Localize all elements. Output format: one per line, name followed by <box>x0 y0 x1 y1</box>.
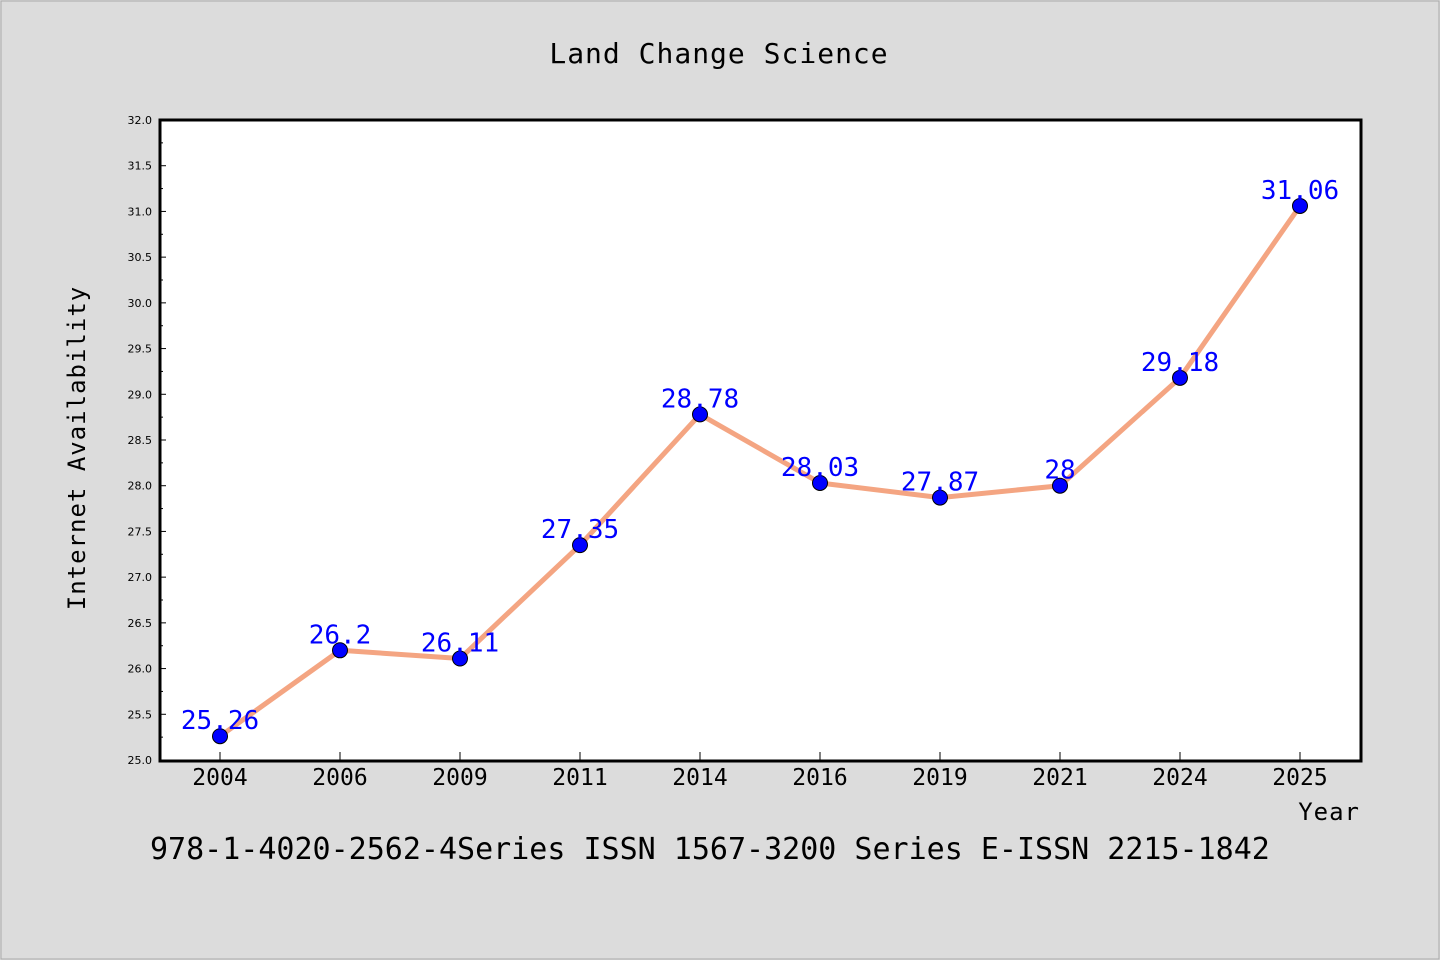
data-point <box>812 474 828 491</box>
y-tick-label: 28.0 <box>128 480 153 493</box>
data-labels: 25.26 26.2 26.11 27.35 28.78 28.03 27.87 28 29.1… <box>181 176 1339 736</box>
x-tick-label: 2004 <box>192 765 247 791</box>
y-tick-label: 30.0 <box>128 297 153 310</box>
data-label: 31.06 <box>1261 176 1339 206</box>
data-label: 29.18 <box>1141 348 1219 378</box>
caption-text: 978-1-4020-2562-4Series ISSN 1567-3200 S… <box>150 832 1270 867</box>
data-label: 26.2 <box>309 620 372 650</box>
data-label: 28.03 <box>781 453 859 483</box>
x-tick-label: 2024 <box>1152 765 1207 791</box>
data-point <box>1052 477 1068 494</box>
data-point <box>692 406 708 423</box>
data-point <box>332 642 348 659</box>
data-point <box>452 650 468 667</box>
y-tick-label: 31.5 <box>128 160 153 173</box>
y-tick-label: 27.0 <box>128 571 153 584</box>
y-tick-label: 32.0 <box>128 114 153 127</box>
y-tick-label: 26.5 <box>128 617 153 630</box>
chart-title: Land Change Science <box>549 37 888 70</box>
y-tick-label: 31.0 <box>128 205 153 218</box>
series-line <box>217 203 1303 739</box>
plot-frame <box>158 118 1363 763</box>
data-label: 26.11 <box>421 629 499 659</box>
data-markers <box>212 197 1308 745</box>
x-tick-label: 2006 <box>312 765 367 791</box>
x-tick-label: 2014 <box>672 765 727 791</box>
y-tick-label: 27.5 <box>128 525 153 538</box>
x-tick-label: 2016 <box>792 765 847 791</box>
series-line-group <box>217 203 1303 739</box>
x-tick-label: 2019 <box>912 765 967 791</box>
data-point <box>572 537 588 554</box>
y-axis-label: Internet Availability <box>63 286 91 610</box>
plot-area <box>160 120 1361 761</box>
y-tick-label: 25.0 <box>128 754 153 767</box>
y-tick-label: 29.0 <box>128 388 153 401</box>
y-tick-label: 28.5 <box>128 434 153 447</box>
data-label: 28.78 <box>661 384 739 414</box>
data-label: 25.26 <box>181 706 259 736</box>
y-tick-label: 25.5 <box>128 708 153 721</box>
data-label: 27.87 <box>901 468 979 498</box>
x-tick-label: 2021 <box>1032 765 1087 791</box>
data-point <box>932 489 948 506</box>
y-tick-label: 29.5 <box>128 343 153 356</box>
data-point <box>1172 369 1188 386</box>
x-axis-label: Year <box>1298 798 1360 826</box>
y-tick-label: 26.0 <box>128 663 153 676</box>
data-label: 27.35 <box>541 515 619 545</box>
data-point <box>1292 197 1308 214</box>
data-point <box>212 728 228 745</box>
data-label: 28 <box>1044 456 1075 486</box>
x-axis: 2004 2006 2009 2011 2014 2016 2019 2021 2024 2025 <box>192 752 1328 791</box>
x-tick-label: 2025 <box>1272 765 1327 791</box>
y-tick-label: 30.5 <box>128 251 153 264</box>
x-tick-label: 2011 <box>552 765 607 791</box>
x-tick-label: 2009 <box>432 765 487 791</box>
